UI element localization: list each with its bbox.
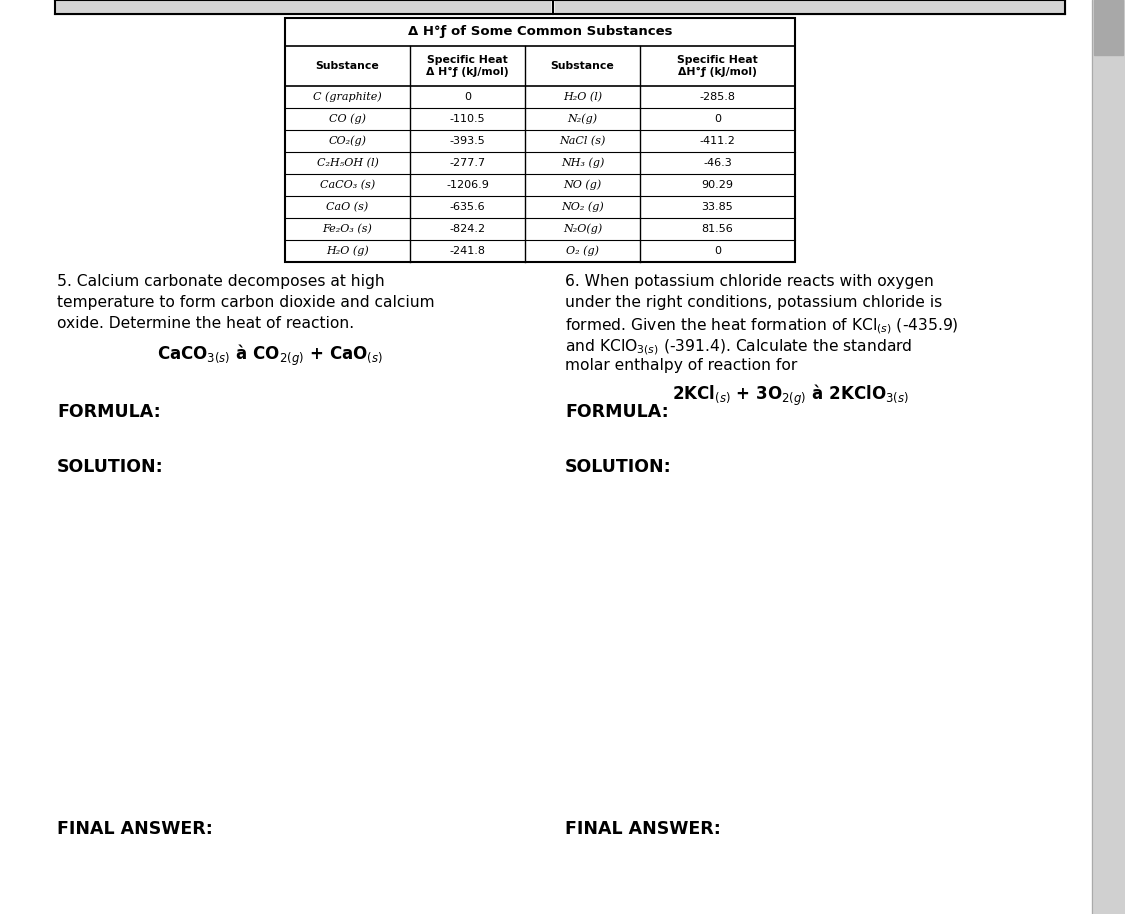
Text: oxide. Determine the heat of reaction.: oxide. Determine the heat of reaction.: [57, 316, 354, 331]
Text: under the right conditions, potassium chloride is: under the right conditions, potassium ch…: [565, 295, 943, 310]
Text: 81.56: 81.56: [702, 224, 734, 234]
Text: NaCl (s): NaCl (s): [559, 136, 605, 146]
Text: FINAL ANSWER:: FINAL ANSWER:: [57, 820, 213, 838]
Text: SOLUTION:: SOLUTION:: [565, 458, 672, 476]
Text: NO (g): NO (g): [564, 180, 602, 190]
Text: SOLUTION:: SOLUTION:: [57, 458, 164, 476]
Text: NO₂ (g): NO₂ (g): [561, 202, 604, 212]
Text: FINAL ANSWER:: FINAL ANSWER:: [565, 820, 721, 838]
Text: O₂ (g): O₂ (g): [566, 246, 598, 256]
Text: and KClO$_{3(s)}$ (-391.4). Calculate the standard: and KClO$_{3(s)}$ (-391.4). Calculate th…: [565, 337, 912, 356]
Text: -411.2: -411.2: [700, 136, 736, 146]
Text: 90.29: 90.29: [702, 180, 734, 190]
Text: Substance: Substance: [550, 61, 614, 71]
Text: Specific Heat
Δ H°ƒ (kJ/mol): Specific Heat Δ H°ƒ (kJ/mol): [426, 55, 508, 78]
Text: CaCO₃ (s): CaCO₃ (s): [319, 180, 375, 190]
Text: Substance: Substance: [316, 61, 379, 71]
Text: temperature to form carbon dioxide and calcium: temperature to form carbon dioxide and c…: [57, 295, 434, 310]
Text: -824.2: -824.2: [450, 224, 486, 234]
Text: -277.7: -277.7: [450, 158, 486, 168]
Text: -241.8: -241.8: [450, 246, 486, 256]
Text: NH₃ (g): NH₃ (g): [560, 158, 604, 168]
Text: CO (g): CO (g): [328, 113, 366, 124]
Text: CaCO$_{3(s)}$ à CO$_{2(g)}$ + CaO$_{(s)}$: CaCO$_{3(s)}$ à CO$_{2(g)}$ + CaO$_{(s)}…: [158, 343, 382, 368]
Bar: [555, 0, 1065, 14]
Text: C (graphite): C (graphite): [313, 91, 381, 102]
Text: CO₂(g): CO₂(g): [328, 135, 367, 146]
Bar: [285, 18, 795, 262]
Text: -635.6: -635.6: [450, 202, 485, 212]
Text: -110.5: -110.5: [450, 114, 485, 124]
Text: 0: 0: [714, 246, 721, 256]
Text: 33.85: 33.85: [702, 202, 734, 212]
Text: 0: 0: [464, 92, 471, 102]
Text: FORMULA:: FORMULA:: [57, 403, 161, 421]
Text: -1206.9: -1206.9: [446, 180, 489, 190]
Text: -46.3: -46.3: [703, 158, 732, 168]
Text: H₂O (l): H₂O (l): [562, 91, 602, 102]
Text: CaO (s): CaO (s): [326, 202, 369, 212]
Bar: [55, 0, 550, 14]
Text: 2KCl$_{(s)}$ + 3O$_{2(g)}$ à 2KClO$_{3(s)}$: 2KCl$_{(s)}$ + 3O$_{2(g)}$ à 2KClO$_{3(s…: [672, 383, 908, 409]
Bar: [1094, 0, 1123, 55]
Text: C₂H₅OH (l): C₂H₅OH (l): [316, 158, 378, 168]
Text: N₂(g): N₂(g): [567, 113, 597, 124]
Text: N₂O(g): N₂O(g): [562, 224, 602, 234]
Text: Δ H°ƒ of Some Common Substances: Δ H°ƒ of Some Common Substances: [407, 26, 673, 38]
Text: FORMULA:: FORMULA:: [565, 403, 668, 421]
Text: 0: 0: [714, 114, 721, 124]
Text: molar enthalpy of reaction for: molar enthalpy of reaction for: [565, 358, 798, 373]
Text: Fe₂O₃ (s): Fe₂O₃ (s): [323, 224, 372, 234]
Bar: [1092, 0, 1125, 914]
Text: formed. Given the heat formation of KCl$_{(s)}$ (-435.9): formed. Given the heat formation of KCl$…: [565, 316, 958, 335]
Text: H₂O (g): H₂O (g): [326, 246, 369, 256]
Text: -285.8: -285.8: [700, 92, 736, 102]
Text: 5. Calcium carbonate decomposes at high: 5. Calcium carbonate decomposes at high: [57, 274, 385, 289]
Text: 6. When potassium chloride reacts with oxygen: 6. When potassium chloride reacts with o…: [565, 274, 934, 289]
Text: -393.5: -393.5: [450, 136, 485, 146]
Text: Specific Heat
ΔH°ƒ (kJ/mol): Specific Heat ΔH°ƒ (kJ/mol): [677, 55, 758, 78]
